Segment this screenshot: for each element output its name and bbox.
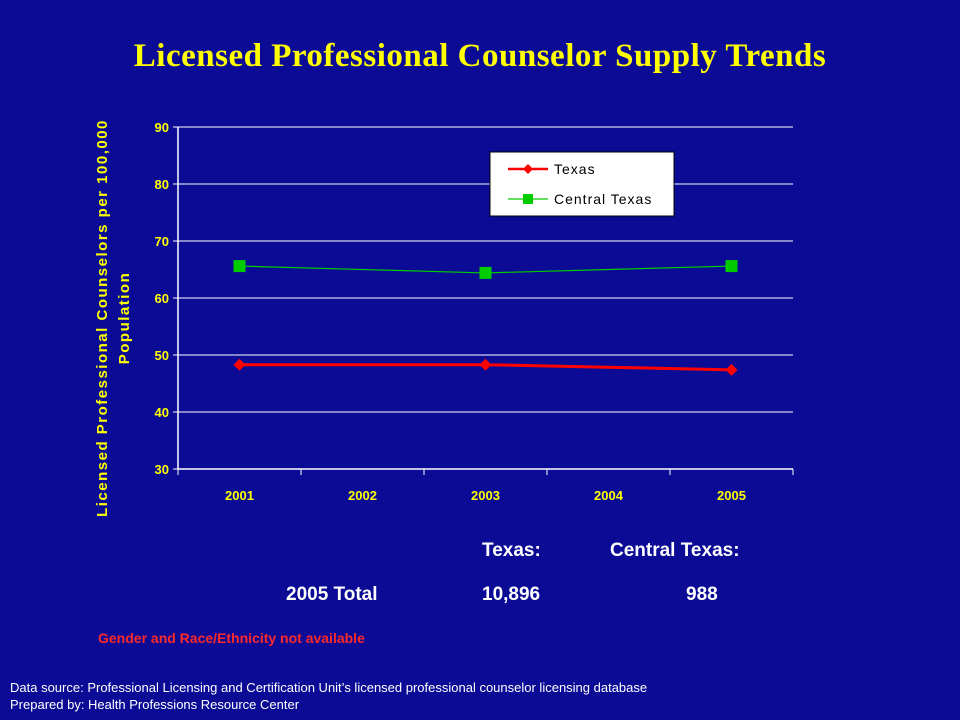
legend-label: Texas xyxy=(554,161,596,177)
y-tick-label: 90 xyxy=(155,120,169,135)
availability-note: Gender and Race/Ethnicity not available xyxy=(98,630,365,646)
data-point-central-texas xyxy=(725,260,738,273)
prepared-by-line: Prepared by: Health Professions Resource… xyxy=(10,697,300,712)
slide-title: Licensed Professional Counselor Supply T… xyxy=(133,38,827,74)
data-point-central-texas xyxy=(233,260,246,273)
summary-row-label: 2005 Total xyxy=(286,584,378,605)
y-tick-label: 50 xyxy=(155,348,169,363)
data-source-line: Data source: Professional Licensing and … xyxy=(10,680,648,695)
summary-texas-value: 10,896 xyxy=(482,584,541,605)
x-tick-label: 2005 xyxy=(717,488,746,503)
x-tick-label: 2004 xyxy=(594,488,624,503)
legend-marker-central-texas xyxy=(523,194,533,204)
y-tick-label: 40 xyxy=(155,405,169,420)
summary-header-texas: Texas: xyxy=(482,540,541,561)
y-tick-label: 60 xyxy=(155,291,169,306)
y-axis-label: Licensed Professional Counselors per 100… xyxy=(94,119,133,517)
y-tick-label: 80 xyxy=(155,177,169,192)
summary-central-texas-value: 988 xyxy=(686,584,718,605)
legend-label: Central Texas xyxy=(554,191,652,207)
y-tick-label: 30 xyxy=(155,462,169,477)
x-tick-label: 2003 xyxy=(471,488,500,503)
data-point-texas xyxy=(479,358,492,371)
data-point-texas xyxy=(725,363,738,376)
legend-marker-texas xyxy=(523,164,533,174)
x-tick-label: 2001 xyxy=(225,488,254,503)
summary-header-central-texas: Central Texas: xyxy=(610,540,740,561)
data-point-texas xyxy=(233,358,246,371)
legend-box xyxy=(489,151,675,217)
y-tick-label: 70 xyxy=(155,234,169,249)
x-tick-label: 2002 xyxy=(348,488,377,503)
data-point-central-texas xyxy=(479,266,492,279)
